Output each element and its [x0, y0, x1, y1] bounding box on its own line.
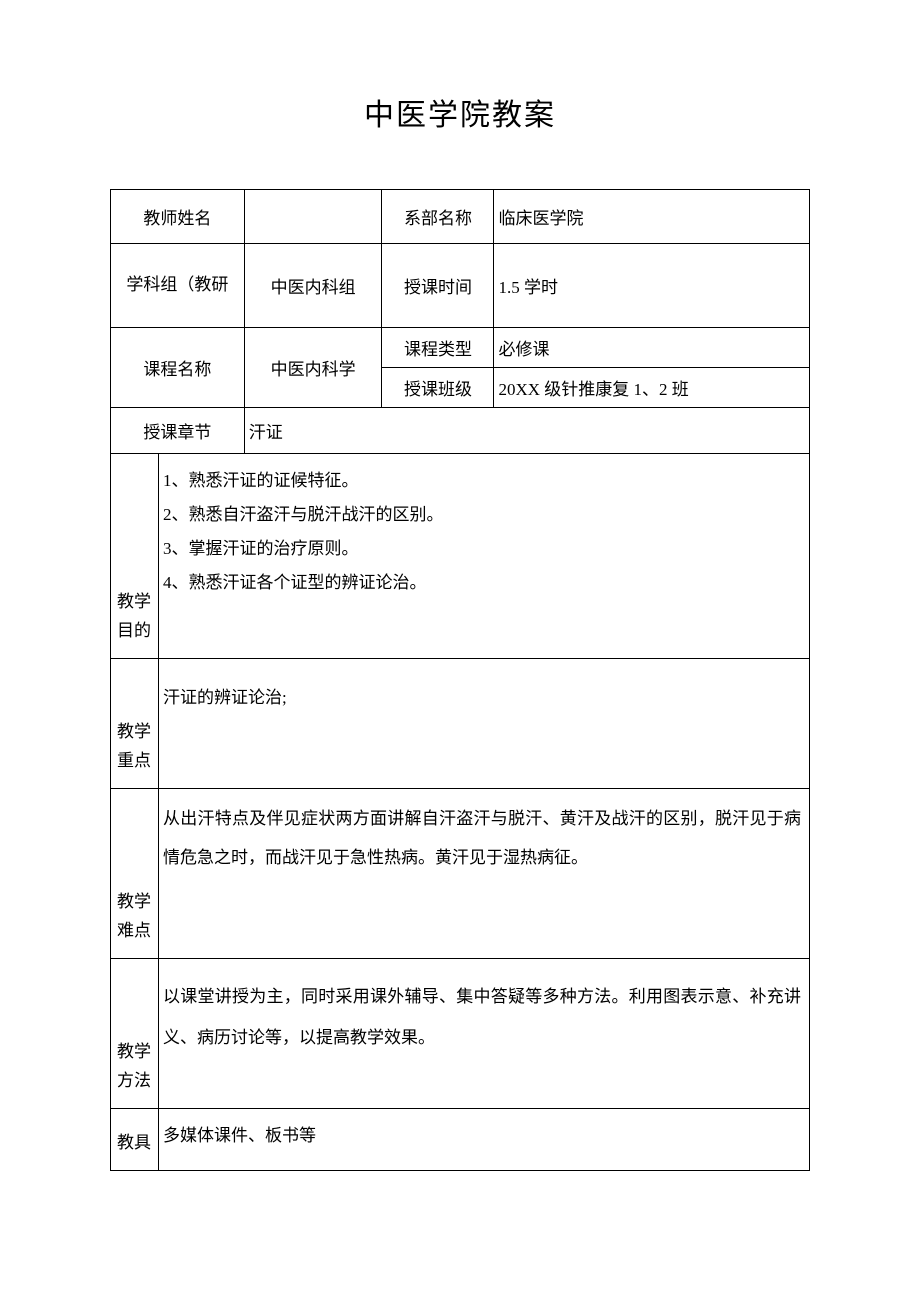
chapter-label: 授课章节 [111, 408, 245, 454]
class-group-value: 20XX 级针推康复 1、2 班 [494, 368, 810, 408]
tools-label: 教具 [111, 1109, 159, 1171]
course-type-value: 必修课 [494, 328, 810, 368]
course-name-label: 课程名称 [111, 328, 245, 408]
tools-content: 多媒体课件、板书等 [159, 1109, 810, 1171]
dept-name-label: 系部名称 [382, 190, 494, 244]
class-group-label: 授课班级 [382, 368, 494, 408]
document-title: 中医学院教案 [110, 90, 810, 134]
table-row: 教具 多媒体课件、板书等 [111, 1109, 810, 1171]
subject-group-value: 中医内科组 [244, 244, 382, 328]
method-label: 教学方法 [111, 959, 159, 1109]
focus-label: 教学重点 [111, 659, 159, 789]
goals-content: 1、熟悉汗证的证候特征。 2、熟悉自汗盗汗与脱汗战汗的区别。 3、掌握汗证的治疗… [159, 454, 810, 659]
table-row: 授课章节 汗证 [111, 408, 810, 454]
table-row: 教学重点 汗证的辨证论治; [111, 659, 810, 789]
difficult-content: 从出汗特点及伴见症状两方面讲解自汗盗汗与脱汗、黄汗及战汗的区别，脱汗见于病情危急… [159, 789, 810, 959]
course-type-label: 课程类型 [382, 328, 494, 368]
method-content: 以课堂讲授为主，同时采用课外辅导、集中答疑等多种方法。利用图表示意、补充讲义、病… [159, 959, 810, 1109]
table-row: 学科组（教研 中医内科组 授课时间 1.5 学时 [111, 244, 810, 328]
chapter-value: 汗证 [244, 408, 809, 454]
lecture-time-label: 授课时间 [382, 244, 494, 328]
lesson-plan-table: 教师姓名 系部名称 临床医学院 学科组（教研 中医内科组 授课时间 1.5 学时… [110, 189, 810, 1171]
difficult-label: 教学难点 [111, 789, 159, 959]
teacher-name-label: 教师姓名 [111, 190, 245, 244]
goal-line: 2、熟悉自汗盗汗与脱汗战汗的区别。 [163, 498, 801, 532]
goals-label: 教学目的 [111, 454, 159, 659]
teacher-name-value [244, 190, 382, 244]
table-row: 教学方法 以课堂讲授为主，同时采用课外辅导、集中答疑等多种方法。利用图表示意、补… [111, 959, 810, 1109]
goal-line: 1、熟悉汗证的证候特征。 [163, 464, 801, 498]
course-name-value: 中医内科学 [244, 328, 382, 408]
lecture-time-value: 1.5 学时 [494, 244, 810, 328]
dept-name-value: 临床医学院 [494, 190, 810, 244]
table-row: 教学难点 从出汗特点及伴见症状两方面讲解自汗盗汗与脱汗、黄汗及战汗的区别，脱汗见… [111, 789, 810, 959]
focus-content: 汗证的辨证论治; [159, 659, 810, 789]
table-row: 教学目的 1、熟悉汗证的证候特征。 2、熟悉自汗盗汗与脱汗战汗的区别。 3、掌握… [111, 454, 810, 659]
table-row: 课程名称 中医内科学 课程类型 必修课 [111, 328, 810, 368]
goal-line: 3、掌握汗证的治疗原则。 [163, 532, 801, 566]
table-row: 教师姓名 系部名称 临床医学院 [111, 190, 810, 244]
subject-group-label: 学科组（教研 [111, 244, 245, 328]
goal-line: 4、熟悉汗证各个证型的辨证论治。 [163, 566, 801, 600]
